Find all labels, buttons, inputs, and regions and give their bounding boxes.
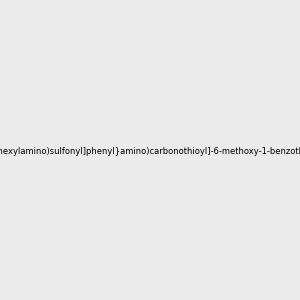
Text: 3-chloro-N-[({4-[(cyclohexylamino)sulfonyl]phenyl}amino)carbonothioyl]-6-methoxy: 3-chloro-N-[({4-[(cyclohexylamino)sulfon… <box>0 147 300 156</box>
